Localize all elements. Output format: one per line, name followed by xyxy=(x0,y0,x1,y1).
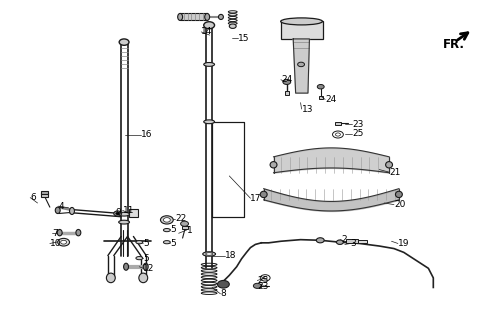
Text: 16: 16 xyxy=(141,130,152,139)
Text: 23: 23 xyxy=(257,282,269,291)
Circle shape xyxy=(180,221,188,226)
Circle shape xyxy=(317,84,324,89)
Ellipse shape xyxy=(229,24,236,28)
Text: 5: 5 xyxy=(143,239,149,248)
Text: 14: 14 xyxy=(201,28,212,36)
Circle shape xyxy=(283,79,291,84)
Text: 8: 8 xyxy=(220,289,226,298)
Circle shape xyxy=(114,211,122,216)
Text: FR.: FR. xyxy=(443,38,465,51)
Text: 18: 18 xyxy=(225,251,236,260)
Ellipse shape xyxy=(260,191,267,197)
Bar xyxy=(212,122,244,217)
Ellipse shape xyxy=(218,14,223,20)
Ellipse shape xyxy=(206,253,212,255)
Text: 23: 23 xyxy=(352,120,363,129)
Ellipse shape xyxy=(281,18,322,25)
Text: 21: 21 xyxy=(389,168,400,177)
Text: 3: 3 xyxy=(351,239,356,248)
Ellipse shape xyxy=(205,13,210,20)
Ellipse shape xyxy=(136,241,143,244)
Text: 1: 1 xyxy=(186,226,192,235)
Bar xyxy=(346,239,358,244)
Text: 24: 24 xyxy=(281,75,292,84)
Text: 22: 22 xyxy=(175,214,186,223)
Bar xyxy=(40,191,48,194)
Circle shape xyxy=(58,238,70,246)
Bar xyxy=(285,92,289,95)
Ellipse shape xyxy=(70,207,74,214)
Circle shape xyxy=(160,216,173,224)
Text: 6: 6 xyxy=(30,193,36,202)
Ellipse shape xyxy=(119,212,130,216)
Bar xyxy=(358,240,367,244)
Text: 24: 24 xyxy=(325,95,336,104)
Ellipse shape xyxy=(143,263,148,270)
Ellipse shape xyxy=(163,228,170,232)
Text: 5: 5 xyxy=(143,254,149,263)
Text: 4: 4 xyxy=(59,202,64,211)
Text: 13: 13 xyxy=(302,105,313,114)
Ellipse shape xyxy=(163,241,170,244)
Circle shape xyxy=(217,280,229,288)
Circle shape xyxy=(116,212,120,215)
Text: 2: 2 xyxy=(341,235,347,244)
Ellipse shape xyxy=(139,273,148,283)
Text: 15: 15 xyxy=(238,34,249,43)
Circle shape xyxy=(253,283,261,288)
Bar xyxy=(281,21,323,39)
Ellipse shape xyxy=(55,207,60,213)
Ellipse shape xyxy=(124,263,129,270)
Text: 10: 10 xyxy=(50,239,61,248)
Bar xyxy=(180,13,207,20)
Bar xyxy=(319,96,323,100)
Text: 12: 12 xyxy=(143,264,155,273)
Ellipse shape xyxy=(106,273,115,283)
Ellipse shape xyxy=(317,238,324,243)
Ellipse shape xyxy=(386,162,392,168)
Ellipse shape xyxy=(336,240,343,244)
Bar xyxy=(212,122,244,217)
Text: 7: 7 xyxy=(52,229,58,238)
Ellipse shape xyxy=(203,252,215,256)
Text: 11: 11 xyxy=(123,206,134,215)
Text: 17: 17 xyxy=(250,194,262,203)
Polygon shape xyxy=(293,39,310,93)
Circle shape xyxy=(119,39,129,45)
Circle shape xyxy=(298,62,305,67)
Circle shape xyxy=(204,22,214,29)
Ellipse shape xyxy=(76,229,81,236)
Ellipse shape xyxy=(204,120,214,124)
Ellipse shape xyxy=(270,162,277,168)
Bar xyxy=(255,284,261,287)
Circle shape xyxy=(163,218,170,222)
Ellipse shape xyxy=(57,229,62,236)
Text: 25: 25 xyxy=(257,276,269,285)
Bar xyxy=(335,122,341,125)
Ellipse shape xyxy=(204,62,214,66)
Bar xyxy=(181,226,187,229)
Ellipse shape xyxy=(136,257,143,260)
Text: 20: 20 xyxy=(394,200,405,209)
Text: 5: 5 xyxy=(170,239,176,248)
Text: 9: 9 xyxy=(115,208,121,217)
Ellipse shape xyxy=(395,191,402,197)
Text: 19: 19 xyxy=(398,239,409,248)
Bar xyxy=(41,194,48,197)
Ellipse shape xyxy=(119,220,130,224)
Text: 5: 5 xyxy=(170,225,176,234)
Circle shape xyxy=(61,240,67,244)
Text: 25: 25 xyxy=(352,129,363,138)
Ellipse shape xyxy=(177,13,182,20)
Bar xyxy=(129,209,139,217)
